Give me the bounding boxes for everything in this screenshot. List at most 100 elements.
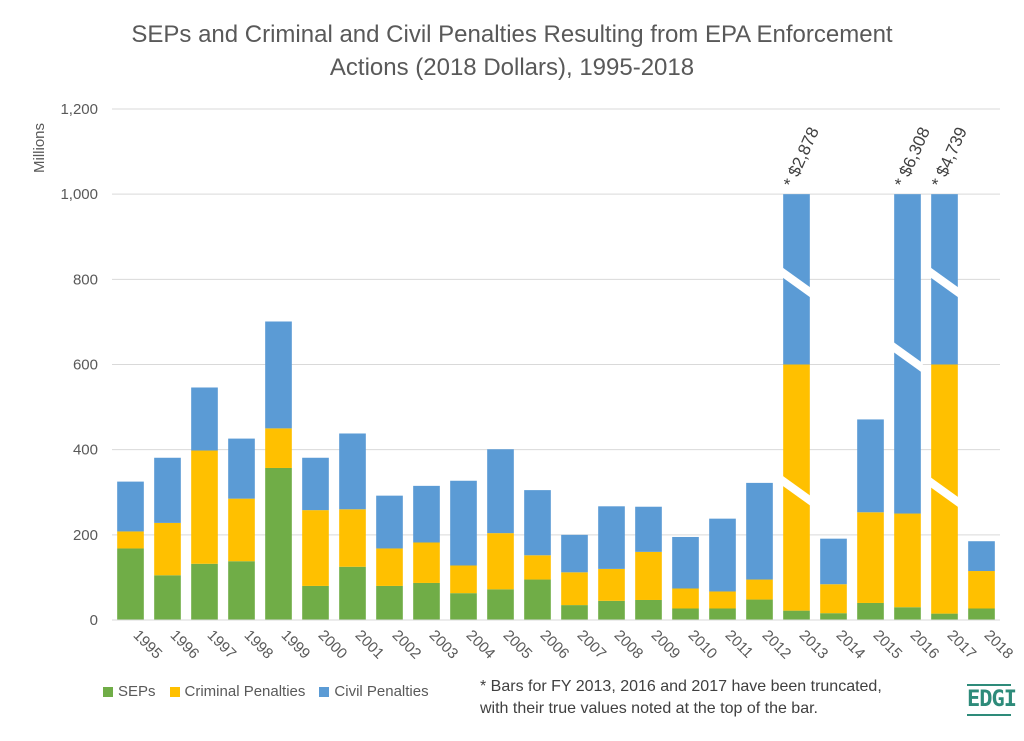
bar-criminal-penalties-2009 <box>635 551 662 600</box>
bar-seps-2009 <box>635 599 662 620</box>
x-tick-label: 1995 <box>130 627 166 663</box>
bar-criminal-penalties-2002 <box>376 548 403 586</box>
x-tick-label: 1997 <box>204 627 240 663</box>
bar-civil-penalties-2010 <box>672 536 699 589</box>
x-tick-label: 2002 <box>389 627 425 663</box>
bar-seps-2010 <box>672 608 699 620</box>
legend: SEPs Criminal Penalties Civil Penalties <box>103 683 443 700</box>
bar-civil-penalties-2000 <box>302 457 329 511</box>
footnote-line-2: with their true values noted at the top … <box>480 700 818 717</box>
legend-label-seps: SEPs <box>118 683 156 700</box>
x-tick-label: 2014 <box>833 627 869 663</box>
x-tick-label: 1996 <box>167 627 203 663</box>
bar-civil-penalties-1998 <box>228 438 255 499</box>
bar-seps-2014 <box>820 613 847 620</box>
y-axis-label: Millions <box>31 123 48 173</box>
x-tick-label: 2015 <box>870 627 906 663</box>
bar-criminal-penalties-2000 <box>302 510 329 586</box>
bar-seps-2013 <box>783 610 810 620</box>
legend-label-criminal: Criminal Penalties <box>184 683 306 700</box>
bar-seps-1995 <box>117 548 144 620</box>
x-axis-ticks: 1995 1996 1997 1998 1999 2000 2001 2002 2003 2004… <box>130 627 1017 663</box>
bar-criminal-penalties-1997 <box>191 450 218 564</box>
bar-civil-penalties-2018 <box>968 541 995 572</box>
bar-civil-penalties-2012 <box>746 482 773 580</box>
bar-civil-penalties-2011 <box>709 518 736 592</box>
bar-seps-2017 <box>931 613 958 620</box>
bar-civil-penalties-2004 <box>450 480 477 566</box>
bar-seps-1999 <box>265 467 292 620</box>
bar-seps-2015 <box>857 602 884 620</box>
x-tick-label: 2008 <box>611 627 647 663</box>
x-tick-label: 2017 <box>944 627 980 663</box>
bar-seps-2016 <box>894 607 921 620</box>
x-tick-label: 2016 <box>907 627 943 663</box>
x-tick-label: 2004 <box>463 627 499 663</box>
x-tick-label: 2001 <box>352 627 388 663</box>
bar-criminal-penalties-2018 <box>968 571 995 609</box>
bars <box>117 194 995 620</box>
x-tick-label: 2013 <box>796 627 832 663</box>
footnote-line-1: * Bars for FY 2013, 2016 and 2017 have b… <box>480 678 882 695</box>
bar-seps-2001 <box>339 566 366 620</box>
x-tick-label: 2005 <box>500 627 536 663</box>
y-tick-label: 400 <box>73 442 98 459</box>
bar-break-mark <box>929 476 960 509</box>
bar-civil-penalties-2002 <box>376 495 403 549</box>
bar-criminal-penalties-2014 <box>820 584 847 614</box>
y-axis-ticks: 0 200 400 600 800 1,000 1,200 <box>60 101 98 629</box>
bar-seps-2005 <box>487 589 514 620</box>
bar-break-mark <box>781 474 812 507</box>
bar-civil-penalties-1996 <box>154 457 181 523</box>
truncation-label-2017: * $4,739 <box>928 124 971 190</box>
bar-criminal-penalties-1995 <box>117 531 144 549</box>
chart-title-line-1: SEPs and Criminal and Civil Penalties Re… <box>131 21 893 48</box>
chart-title-line-2: Actions (2018 Dollars), 1995-2018 <box>329 54 695 81</box>
bar-break-mark <box>892 341 923 374</box>
y-tick-label: 1,000 <box>60 186 98 203</box>
x-tick-label: 2012 <box>759 627 795 663</box>
truncation-label-2013: * $2,878 <box>780 124 823 190</box>
bar-seps-2004 <box>450 593 477 620</box>
bar-seps-2007 <box>561 605 588 620</box>
legend-label-civil: Civil Penalties <box>334 683 429 700</box>
legend-swatch-civil <box>319 686 330 697</box>
bar-criminal-penalties-2007 <box>561 572 588 606</box>
bar-seps-2011 <box>709 608 736 620</box>
x-tick-label: 1999 <box>278 627 314 663</box>
bar-seps-1998 <box>228 561 255 620</box>
bar-civil-penalties-2007 <box>561 534 588 573</box>
bar-criminal-penalties-2008 <box>598 568 625 601</box>
bar-civil-penalties-2003 <box>413 485 440 543</box>
chart-title: SEPs and Criminal and Civil Penalties Re… <box>0 18 1024 84</box>
x-tick-label: 2000 <box>315 627 351 663</box>
bar-civil-penalties-2006 <box>524 490 551 556</box>
y-tick-label: 600 <box>73 357 98 374</box>
bar-break-mark <box>929 266 960 299</box>
x-tick-label: 2011 <box>722 627 757 662</box>
x-tick-label: 2018 <box>981 627 1017 663</box>
bar-seps-2006 <box>524 579 551 620</box>
legend-item-civil: Civil Penalties <box>319 683 429 700</box>
bar-civil-penalties-1995 <box>117 481 144 532</box>
bar-seps-2003 <box>413 582 440 620</box>
legend-swatch-criminal <box>169 686 180 697</box>
bar-civil-penalties-1999 <box>265 321 292 429</box>
bar-civil-penalties-2008 <box>598 506 625 569</box>
bar-civil-penalties-1997 <box>191 387 218 451</box>
x-tick-label: 2003 <box>426 627 462 663</box>
bar-seps-2008 <box>598 600 625 620</box>
gridlines <box>112 108 1000 536</box>
bar-criminal-penalties-1998 <box>228 498 255 562</box>
bar-seps-2002 <box>376 585 403 620</box>
x-tick-label: 2006 <box>537 627 573 663</box>
bar-break-mark <box>781 266 812 299</box>
bar-criminal-penalties-2006 <box>524 555 551 580</box>
y-tick-label: 1,200 <box>60 101 98 118</box>
bar-civil-penalties-2001 <box>339 433 366 510</box>
y-tick-label: 200 <box>73 527 98 544</box>
x-tick-label: 1998 <box>241 627 277 663</box>
bar-criminal-penalties-2016 <box>894 513 921 608</box>
edgi-logo: EDGI <box>967 684 1017 716</box>
